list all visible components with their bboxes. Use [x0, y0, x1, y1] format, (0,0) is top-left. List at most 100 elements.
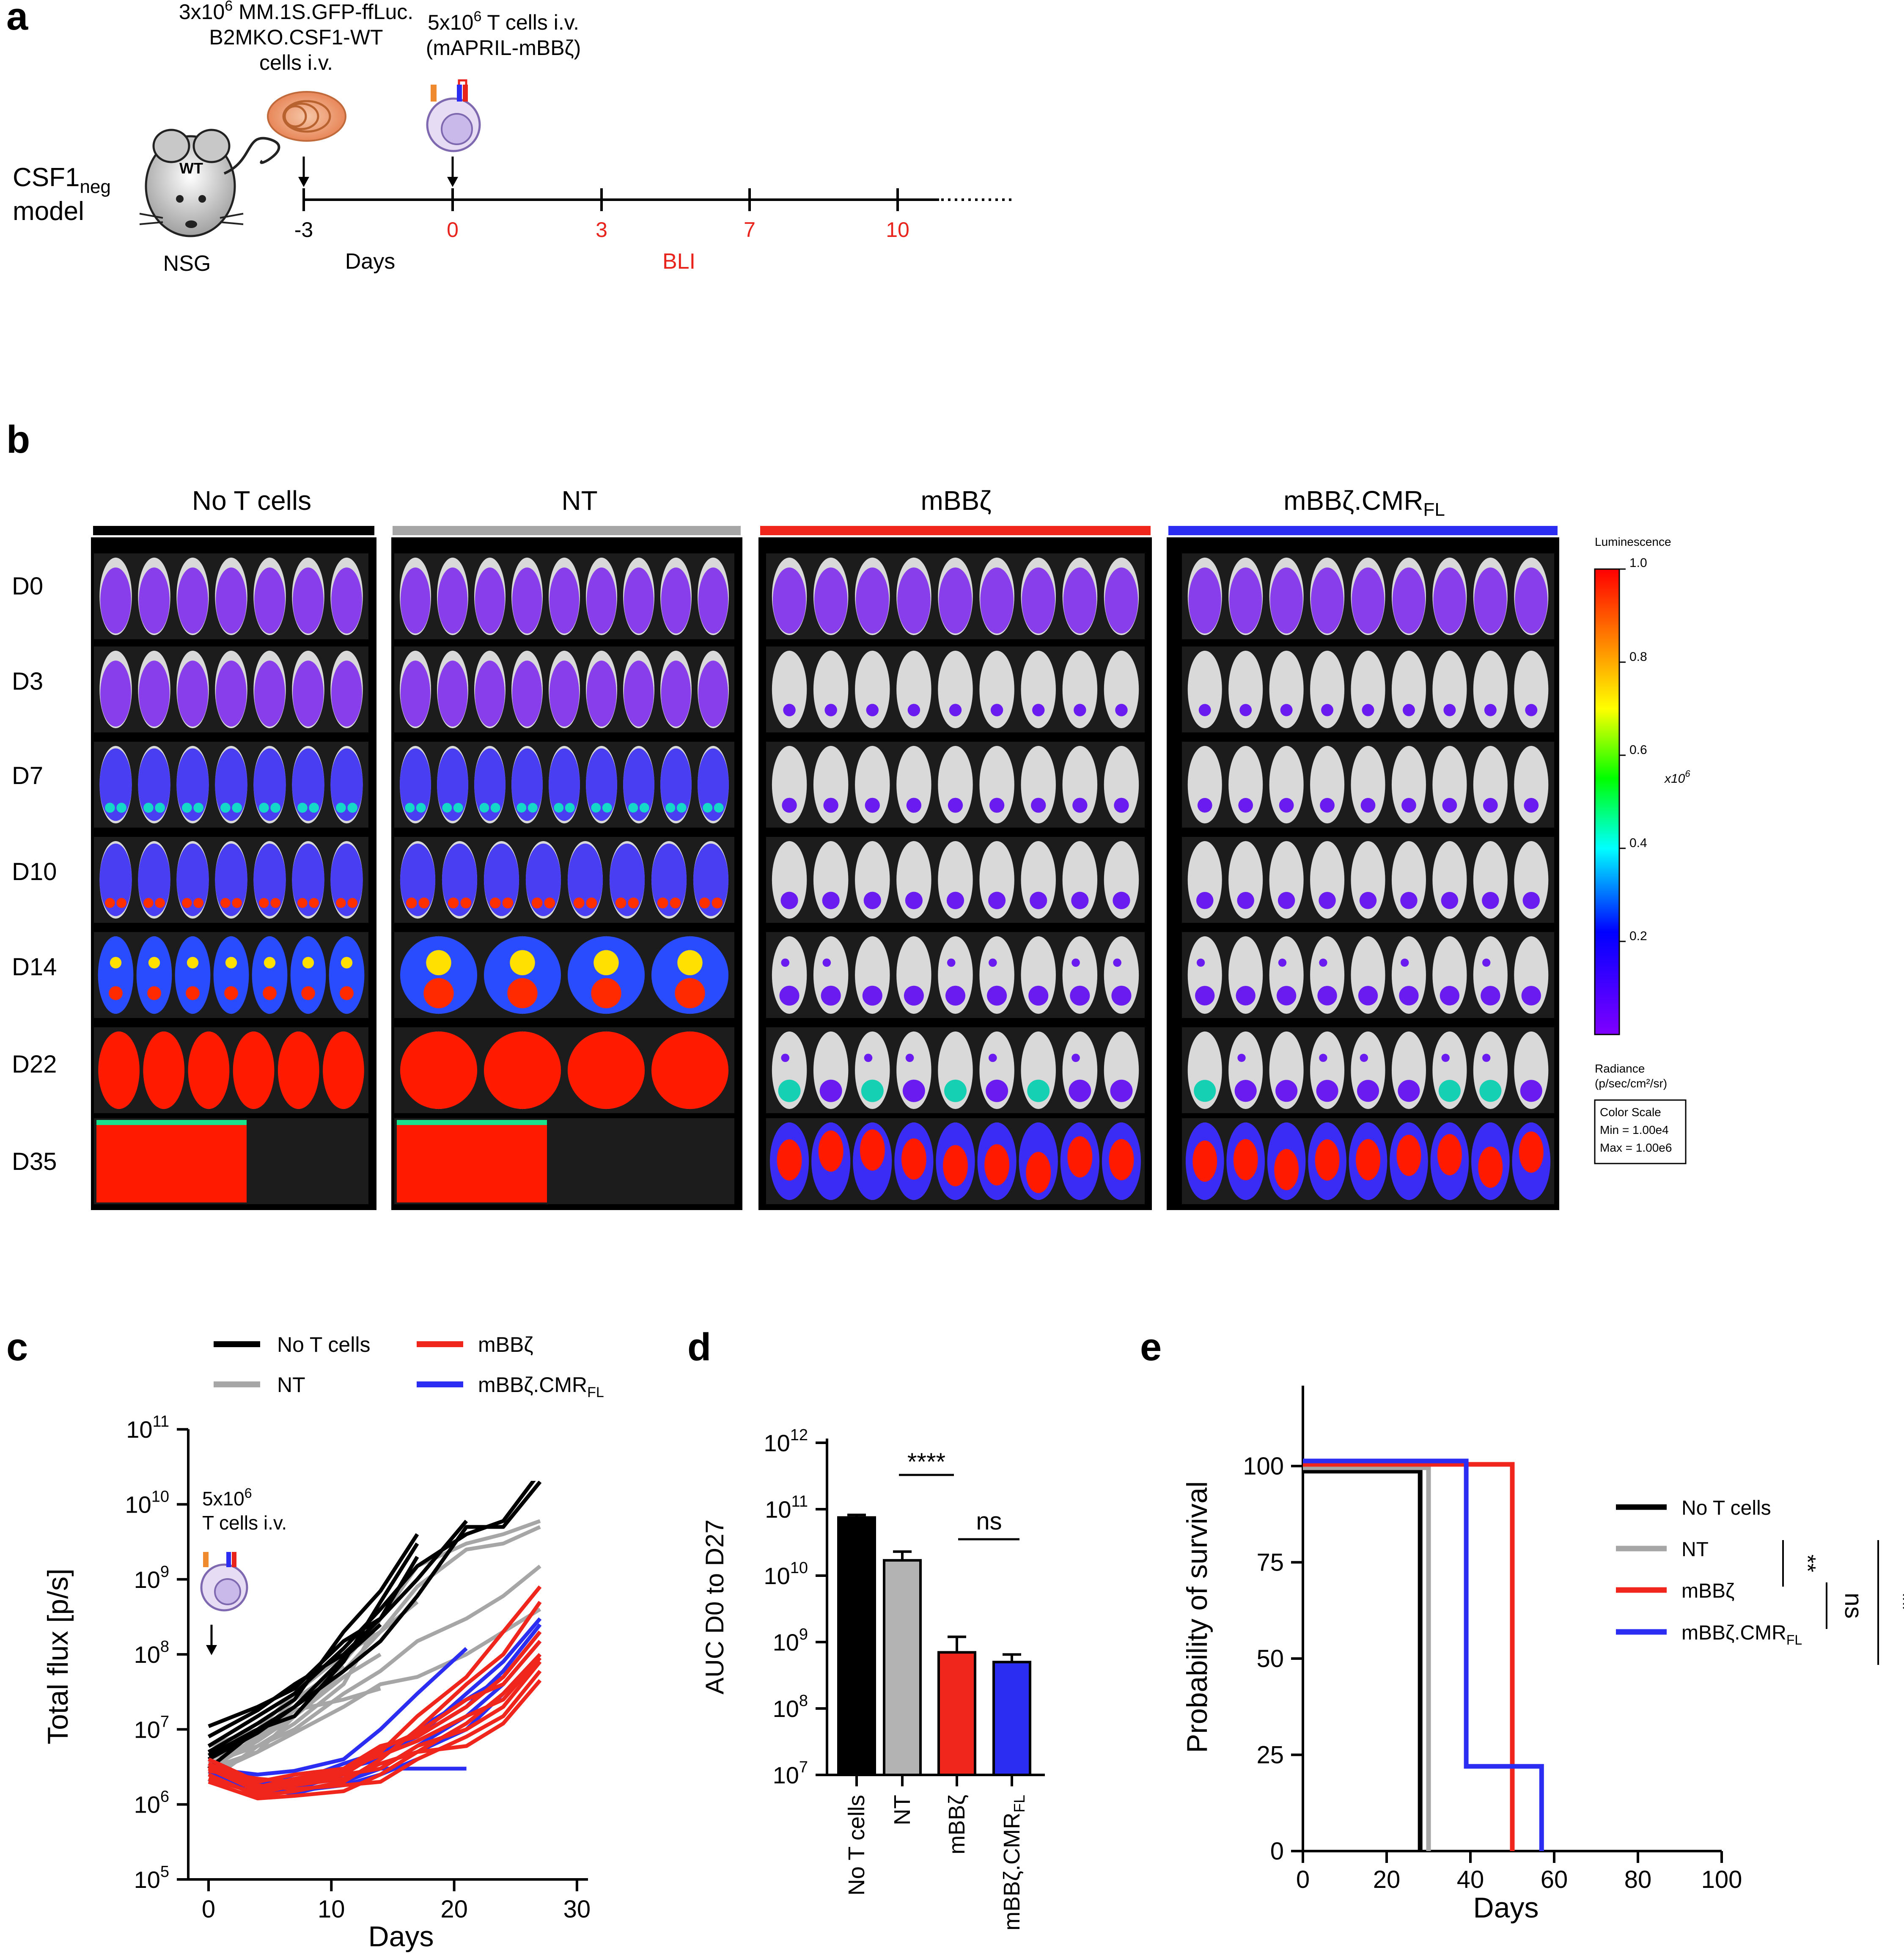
group-bar-mbbz: [760, 526, 1151, 535]
mouse-image: [1310, 841, 1345, 919]
e-y-tick-label-100: 100: [1243, 1453, 1284, 1480]
d-bar-nt: [883, 1559, 922, 1777]
bli-hotspot: [988, 1054, 997, 1062]
mouse-image: [813, 650, 849, 729]
bli-signal: [1197, 798, 1212, 813]
bli-signal: [1196, 891, 1214, 909]
bli-signal: [779, 985, 800, 1006]
bli-hotspot: [1237, 1054, 1246, 1062]
car-t-cell-icon: [426, 79, 481, 152]
c-y-tick-label-1e9-exp: 9: [160, 1563, 169, 1581]
e-x-tick-label-100: 100: [1701, 1866, 1742, 1893]
bli-hotspot: [1109, 1139, 1134, 1180]
bli-signal: [1525, 704, 1538, 716]
bli-tumor-edge: [96, 1120, 247, 1125]
bli-signal: [329, 936, 365, 1014]
bli-signal: [814, 567, 848, 634]
bli-signal: [177, 660, 208, 727]
model-subscript: neg: [80, 176, 110, 197]
bli-hotspot: [864, 1054, 873, 1062]
color-scale-line3: Max = 1.00e6: [1600, 1141, 1672, 1154]
group-header-mbbz-cmr: mBBζ.CMRFL: [1283, 485, 1445, 520]
bli-hotspot: [901, 1138, 926, 1180]
bli-signal: [437, 567, 468, 634]
c-y-tick-label-1e10: 1010: [125, 1488, 169, 1518]
bli-hotspot: [781, 958, 790, 967]
c-y-tick-label-1e6-base: 10: [134, 1791, 160, 1818]
bli-hotspot: [309, 803, 319, 813]
bli-signal: [254, 660, 285, 727]
bli-row-strip: [94, 1027, 368, 1113]
bli-hotspot: [573, 897, 585, 908]
c-series-line-nt-9: [207, 1686, 381, 1771]
bli-hotspot: [1196, 958, 1205, 967]
colorbar-multiplier-exp: 6: [1685, 768, 1690, 779]
bli-signal: [233, 1031, 275, 1109]
d-sig-label-1: ****: [907, 1448, 945, 1476]
bli-signal: [863, 891, 881, 909]
bli-signal: [330, 843, 363, 916]
bli-signal: [1433, 567, 1466, 634]
bli-hotspot: [1478, 1146, 1503, 1188]
group-header-mbbz: mBBζ: [921, 485, 992, 516]
bli-hotspot: [1360, 1054, 1368, 1062]
bli-signal: [138, 843, 170, 916]
bli-signal: [1104, 567, 1138, 634]
bli-signal: [138, 748, 170, 821]
model-label-line2: model: [13, 197, 84, 226]
bli-hotspot: [1319, 958, 1327, 967]
bli-hotspot: [336, 803, 346, 813]
bli-signal: [1195, 986, 1215, 1006]
c-y-tick-label-1e8: 108: [134, 1638, 169, 1668]
c-down-arrow-icon: [206, 1625, 217, 1655]
bli-signal: [292, 843, 324, 916]
c-series-line-mbb-6: [208, 1670, 542, 1791]
d-significance: **** ns: [899, 1448, 1019, 1541]
group-headers: No T cells NT mBBζ mBBζ.CMRFL: [93, 485, 1558, 535]
bli-signal: [177, 567, 208, 634]
e-legend-label-mbbz: mBBζ: [1681, 1580, 1734, 1602]
d-y-tick-label-1e9-exp: 9: [799, 1626, 808, 1643]
e-legend-label-mbbz-cmr-sub: FL: [1786, 1632, 1802, 1648]
d-bar-mbb: [937, 1651, 976, 1776]
mouse-image: [813, 841, 849, 919]
bli-signal: [823, 798, 838, 813]
bli-signal: [905, 891, 923, 909]
bli-signal: [897, 567, 931, 634]
bli-hotspot: [615, 897, 626, 908]
bli-signal: [330, 748, 363, 821]
bli-signal: [1398, 1080, 1420, 1102]
bli-hotspot: [1482, 1054, 1491, 1062]
mouse-image: [855, 650, 890, 729]
mouse-image: [772, 841, 807, 919]
mouse-image: [1228, 746, 1263, 824]
panel-c-label: c: [6, 1326, 28, 1369]
bli-hotspot: [105, 898, 115, 908]
bli-signal: [1474, 567, 1507, 634]
bli-hotspot: [591, 978, 621, 1009]
bli-signal: [1311, 567, 1344, 634]
bli-signal: [1022, 567, 1055, 634]
d-category-text-mbb-cmr: mBBζ.CMR: [999, 1813, 1025, 1931]
e-legend-label-mbbz-cmr: mBBζ.CMRFL: [1681, 1622, 1802, 1648]
panel-e-label: e: [1140, 1326, 1162, 1369]
bli-hotspot: [1192, 1140, 1217, 1182]
bli-signal: [989, 798, 1005, 813]
bli-hotspot: [270, 803, 280, 813]
mouse-image: [1391, 841, 1426, 919]
d-y-tick-label-1e11-base: 10: [765, 1496, 791, 1523]
d-y-tick-label-1e11: 1011: [765, 1493, 808, 1523]
bli-signal: [215, 748, 247, 821]
bli-hotspot: [1401, 958, 1409, 967]
bli-signal: [623, 748, 654, 821]
bli-signal: [1030, 891, 1047, 909]
c-y-tick-label-1e7-base: 10: [134, 1716, 160, 1743]
bli-signal: [1316, 1080, 1338, 1102]
bli-hotspot: [309, 898, 319, 908]
bli-signal: [400, 843, 436, 916]
timeline-day-minus3: -3: [294, 218, 313, 242]
tumor-dose-base: 3x10: [179, 0, 225, 24]
bli-signal: [822, 891, 840, 909]
bli-signal: [1239, 704, 1252, 716]
d-y-tick-label-1e9: 109: [773, 1626, 808, 1656]
